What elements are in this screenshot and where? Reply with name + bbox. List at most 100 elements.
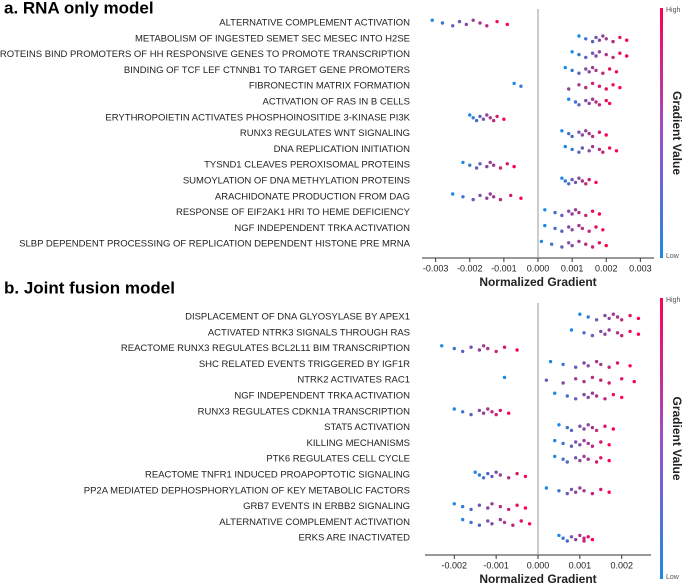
point: [490, 502, 494, 506]
point: [590, 51, 595, 55]
point: [573, 397, 578, 401]
row-label: DNA REPLICATION INITIATION: [274, 144, 410, 155]
point: [590, 209, 595, 213]
point: [527, 522, 532, 526]
point: [597, 38, 602, 42]
point: [599, 329, 603, 334]
point: [601, 34, 605, 38]
x-tick-label: 0.000: [527, 263, 550, 273]
point: [460, 410, 465, 414]
row-label: METABOLISM OF INGESTED SEMET SEC MESEC I…: [135, 33, 410, 44]
point: [567, 97, 571, 101]
point: [491, 163, 496, 167]
point: [573, 456, 578, 460]
row-label: GLI PROTEINS BIND PROMOTERS OF HH RESPON…: [0, 49, 410, 60]
point: [586, 457, 590, 461]
point: [569, 487, 574, 492]
point: [452, 346, 456, 351]
point: [607, 101, 612, 106]
point: [582, 489, 586, 493]
colorbar-high: High: [666, 7, 681, 14]
colorbar: [660, 8, 663, 258]
point: [577, 103, 581, 107]
point: [618, 51, 622, 55]
point: [560, 245, 564, 249]
point: [488, 192, 492, 196]
point: [594, 394, 599, 398]
row-label: ACTIVATION OF RAS IN B CELLS: [263, 97, 410, 108]
point: [460, 504, 465, 509]
point: [509, 193, 513, 198]
point: [471, 18, 475, 22]
point: [488, 116, 492, 120]
point: [580, 179, 585, 183]
point: [570, 134, 574, 139]
point: [490, 522, 494, 526]
point: [601, 71, 605, 75]
point: [590, 491, 595, 496]
point: [486, 519, 490, 523]
point: [594, 359, 599, 364]
point: [494, 470, 498, 474]
point: [490, 474, 494, 479]
point: [584, 182, 588, 186]
point: [471, 116, 475, 120]
point: [607, 443, 611, 447]
point: [586, 535, 590, 539]
point: [607, 365, 611, 369]
point: [573, 537, 578, 542]
point: [603, 397, 607, 401]
point: [603, 313, 607, 318]
point: [557, 533, 561, 538]
point: [486, 346, 490, 351]
point: [573, 180, 578, 185]
point: [594, 35, 598, 40]
point: [471, 197, 475, 202]
point: [594, 100, 598, 104]
row-label: BINDING OF TCF LEF CTNNB1 TO TARGET GENE…: [124, 65, 410, 76]
point: [452, 407, 456, 411]
point: [607, 67, 612, 71]
point: [440, 21, 445, 25]
point: [584, 37, 588, 41]
point: [469, 507, 473, 512]
point: [599, 456, 603, 460]
point: [607, 458, 611, 463]
point: [577, 223, 581, 228]
row-label: ERKS ARE INACTIVATED: [298, 533, 410, 544]
row-label: ARACHIDONATE PRODUCTION FROM DAG: [215, 191, 410, 202]
point: [615, 315, 620, 319]
point: [570, 50, 574, 54]
point: [549, 242, 554, 246]
colorbar-label: Gradient Value: [670, 396, 684, 480]
point: [587, 70, 591, 74]
point: [440, 344, 444, 348]
point: [584, 242, 588, 246]
point: [507, 507, 511, 512]
point: [461, 160, 465, 165]
point: [625, 38, 629, 42]
point: [582, 438, 586, 443]
point: [620, 333, 624, 338]
point: [519, 196, 523, 200]
point: [590, 375, 595, 380]
point: [636, 316, 641, 321]
point: [587, 177, 591, 182]
point: [620, 318, 624, 322]
point: [561, 381, 565, 385]
point: [485, 24, 489, 28]
point: [567, 131, 571, 136]
row-label: SHC RELATED EVENTS TRIGGERED BY IGF1R: [199, 359, 410, 370]
point: [485, 164, 489, 169]
point: [573, 440, 578, 444]
point: [557, 423, 561, 427]
point: [594, 180, 598, 185]
point: [477, 503, 482, 507]
point: [636, 332, 641, 336]
point: [502, 375, 507, 380]
point: [578, 486, 582, 490]
x-tick-label: 0.000: [527, 560, 550, 570]
point: [507, 476, 511, 480]
point: [486, 471, 490, 476]
point: [498, 504, 503, 509]
